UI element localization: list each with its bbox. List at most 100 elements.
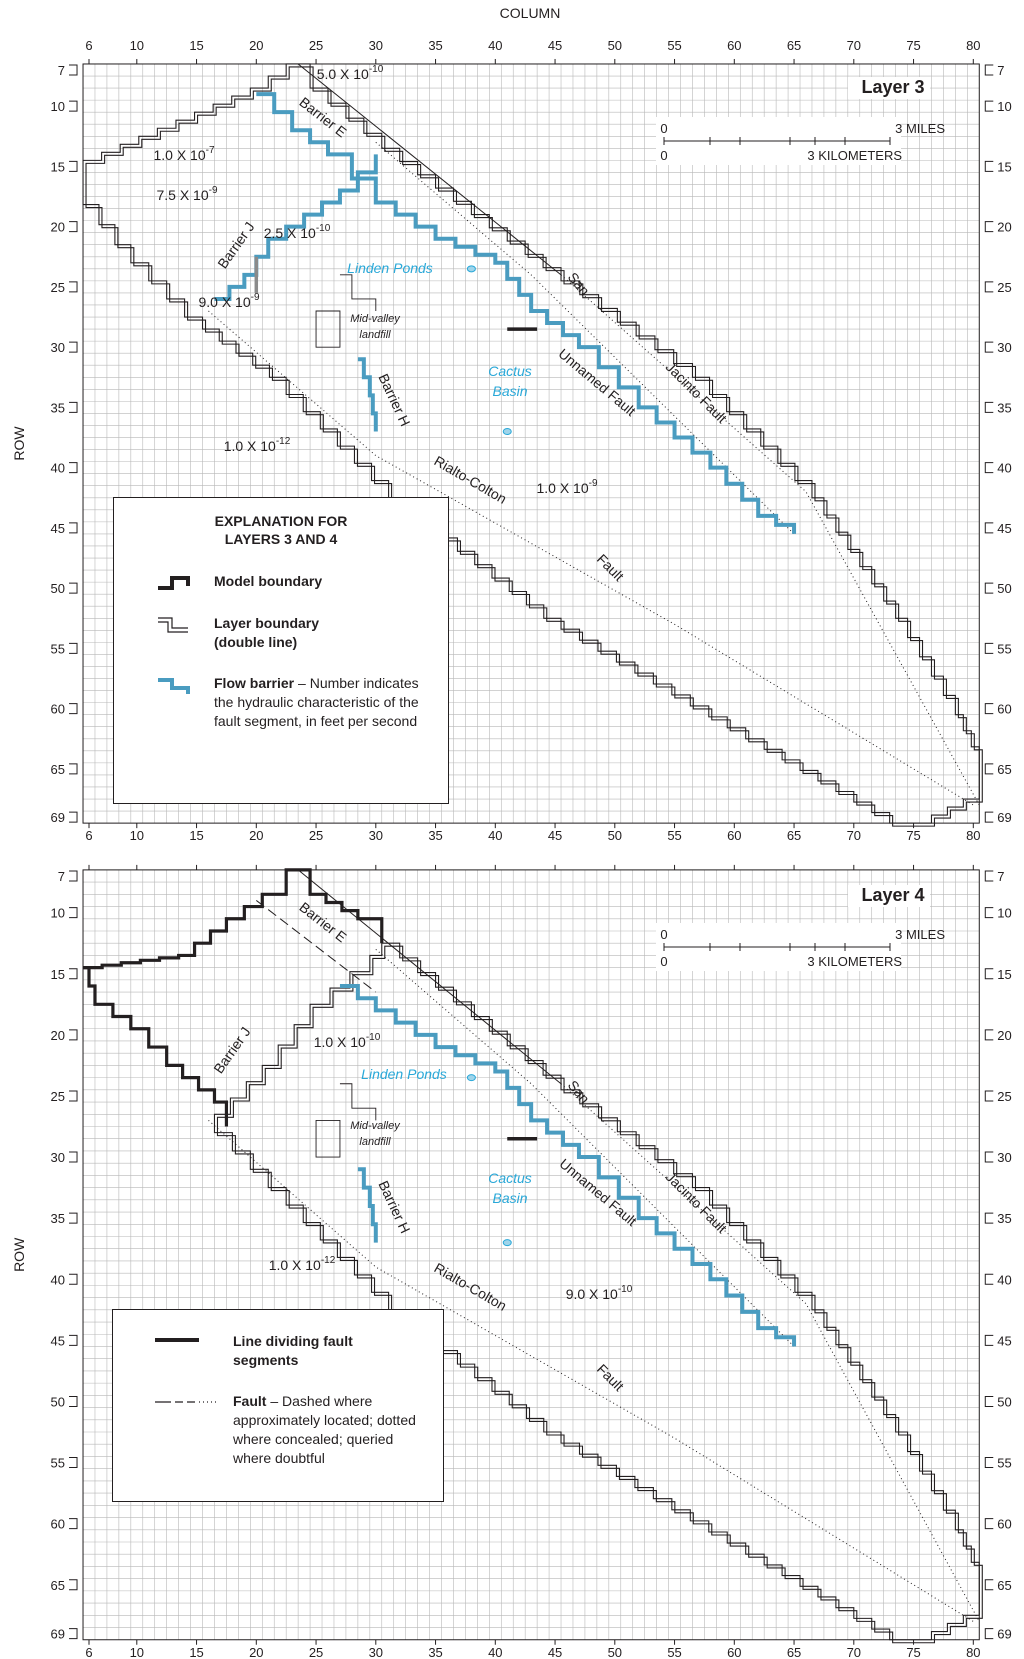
tick-mark xyxy=(69,704,77,714)
feature-label: Cactus xyxy=(488,1170,532,1186)
column-tick-label: 65 xyxy=(787,38,801,53)
column-tick-label: 60 xyxy=(727,828,741,843)
column-tick-label: 35 xyxy=(428,38,442,53)
column-tick-label: 70 xyxy=(847,38,861,53)
column-tick-label: 65 xyxy=(787,1645,801,1659)
conductance-base: 1.0 X 10 xyxy=(536,480,588,496)
tick-mark xyxy=(985,1580,993,1590)
row-tick-label: 10 xyxy=(997,906,1011,921)
tick-mark xyxy=(985,583,993,593)
explanation-box: Line dividing fault segments Fault – Das… xyxy=(112,1309,444,1502)
column-tick-label: 25 xyxy=(309,828,323,843)
row-tick-label: 35 xyxy=(51,1211,65,1226)
tick-mark xyxy=(985,764,993,774)
feature-label: Barrier J xyxy=(214,219,257,272)
row-tick-label: 7 xyxy=(58,869,65,884)
tick-mark xyxy=(985,523,993,533)
tick-mark xyxy=(69,101,77,111)
tick-mark xyxy=(69,583,77,593)
conductance-exponent: -10 xyxy=(366,1032,381,1043)
row-tick-label: 69 xyxy=(997,810,1011,825)
conductance-base: 5.0 X 10 xyxy=(317,66,369,82)
tick-mark xyxy=(985,342,993,352)
scale-label: 3 MILES xyxy=(895,121,945,136)
conductance-exponent: -7 xyxy=(206,145,215,156)
row-tick-label: 60 xyxy=(51,702,65,717)
tick-mark xyxy=(69,1152,77,1162)
row-tick-label: 15 xyxy=(51,159,65,174)
legend-label: Fault xyxy=(233,1393,266,1409)
column-tick-label: 60 xyxy=(727,38,741,53)
row-tick-label: 65 xyxy=(997,1578,1011,1593)
row-tick-label: 10 xyxy=(51,99,65,114)
pond xyxy=(503,429,511,435)
row-tick-label: 45 xyxy=(997,521,1011,536)
conductance-label: 5.0 X 10-10 xyxy=(317,64,384,82)
tick-mark xyxy=(985,1396,993,1406)
row-label: ROW xyxy=(11,426,27,461)
row-tick-label: 10 xyxy=(51,906,65,921)
tick-mark xyxy=(69,1335,77,1345)
conductance-exponent: -9 xyxy=(251,292,260,303)
row-tick-label: 60 xyxy=(997,702,1011,717)
row-tick-label: 60 xyxy=(997,1517,1011,1532)
column-tick-label: 50 xyxy=(608,1645,622,1659)
feature-label: Cactus xyxy=(488,363,532,379)
tick-mark xyxy=(985,704,993,714)
column-tick-label: 45 xyxy=(548,38,562,53)
legend-symbol xyxy=(153,1332,203,1352)
legend-symbol xyxy=(154,572,204,592)
row-tick-label: 55 xyxy=(51,1456,65,1471)
conductance-label: 7.5 X 10-9 xyxy=(156,185,217,203)
tick-mark xyxy=(985,101,993,111)
column-tick-label: 15 xyxy=(189,38,203,53)
column-tick-label: 80 xyxy=(966,828,980,843)
column-tick-label: 40 xyxy=(488,38,502,53)
feature-label: Barrier E xyxy=(296,94,349,141)
column-tick-label: 50 xyxy=(608,828,622,843)
row-tick-label: 65 xyxy=(997,762,1011,777)
column-tick-label: 55 xyxy=(667,828,681,843)
conductance-base: 1.0 X 10 xyxy=(314,1034,366,1050)
row-label: ROW xyxy=(11,1237,27,1272)
scale-label: 0 xyxy=(660,954,667,969)
row-tick-label: 20 xyxy=(997,220,1011,235)
tick-mark xyxy=(69,1458,77,1468)
tick-mark xyxy=(985,1629,993,1639)
feature-label: landfill xyxy=(359,329,391,341)
map-page: COLUMN 661010151520202525303035354040454… xyxy=(0,0,1024,1659)
row-tick-label: 25 xyxy=(997,280,1011,295)
tick-mark xyxy=(985,282,993,292)
legend-symbol xyxy=(153,1392,223,1412)
feature-label: Fault xyxy=(594,1361,627,1394)
feature-label: Jacinto Fault xyxy=(663,359,731,427)
row-tick-label: 50 xyxy=(997,1394,1011,1409)
panel-title: Layer 3 xyxy=(861,77,924,97)
column-tick-label: 70 xyxy=(847,1645,861,1659)
feature-label: Jacinto Fault xyxy=(663,1169,731,1237)
tick-mark xyxy=(69,1580,77,1590)
tick-mark xyxy=(985,1152,993,1162)
tick-mark xyxy=(69,342,77,352)
feature-label: Barrier J xyxy=(210,1024,253,1077)
tick-mark xyxy=(985,161,993,171)
pond xyxy=(467,1075,475,1081)
conductance-base: 9.0 X 10 xyxy=(566,1286,618,1302)
column-tick-label: 55 xyxy=(667,1645,681,1659)
column-tick-label: 50 xyxy=(608,38,622,53)
conductance-base: 2.5 X 10 xyxy=(264,225,316,241)
column-tick-label: 15 xyxy=(189,1645,203,1659)
fault xyxy=(561,275,979,805)
scale-label: 0 xyxy=(660,121,667,136)
feature-label: Barrier H xyxy=(375,1178,413,1236)
tick-mark xyxy=(985,222,993,232)
tick-mark xyxy=(69,908,77,918)
row-tick-label: 65 xyxy=(51,762,65,777)
row-tick-label: 25 xyxy=(997,1089,1011,1104)
row-tick-label: 40 xyxy=(51,1272,65,1287)
tick-mark xyxy=(69,1030,77,1040)
legend-text: Flow barrier – Number indicates the hydr… xyxy=(214,674,432,731)
feature-label: Barrier H xyxy=(375,371,413,429)
column-tick-label: 20 xyxy=(249,828,263,843)
tick-mark xyxy=(985,969,993,979)
